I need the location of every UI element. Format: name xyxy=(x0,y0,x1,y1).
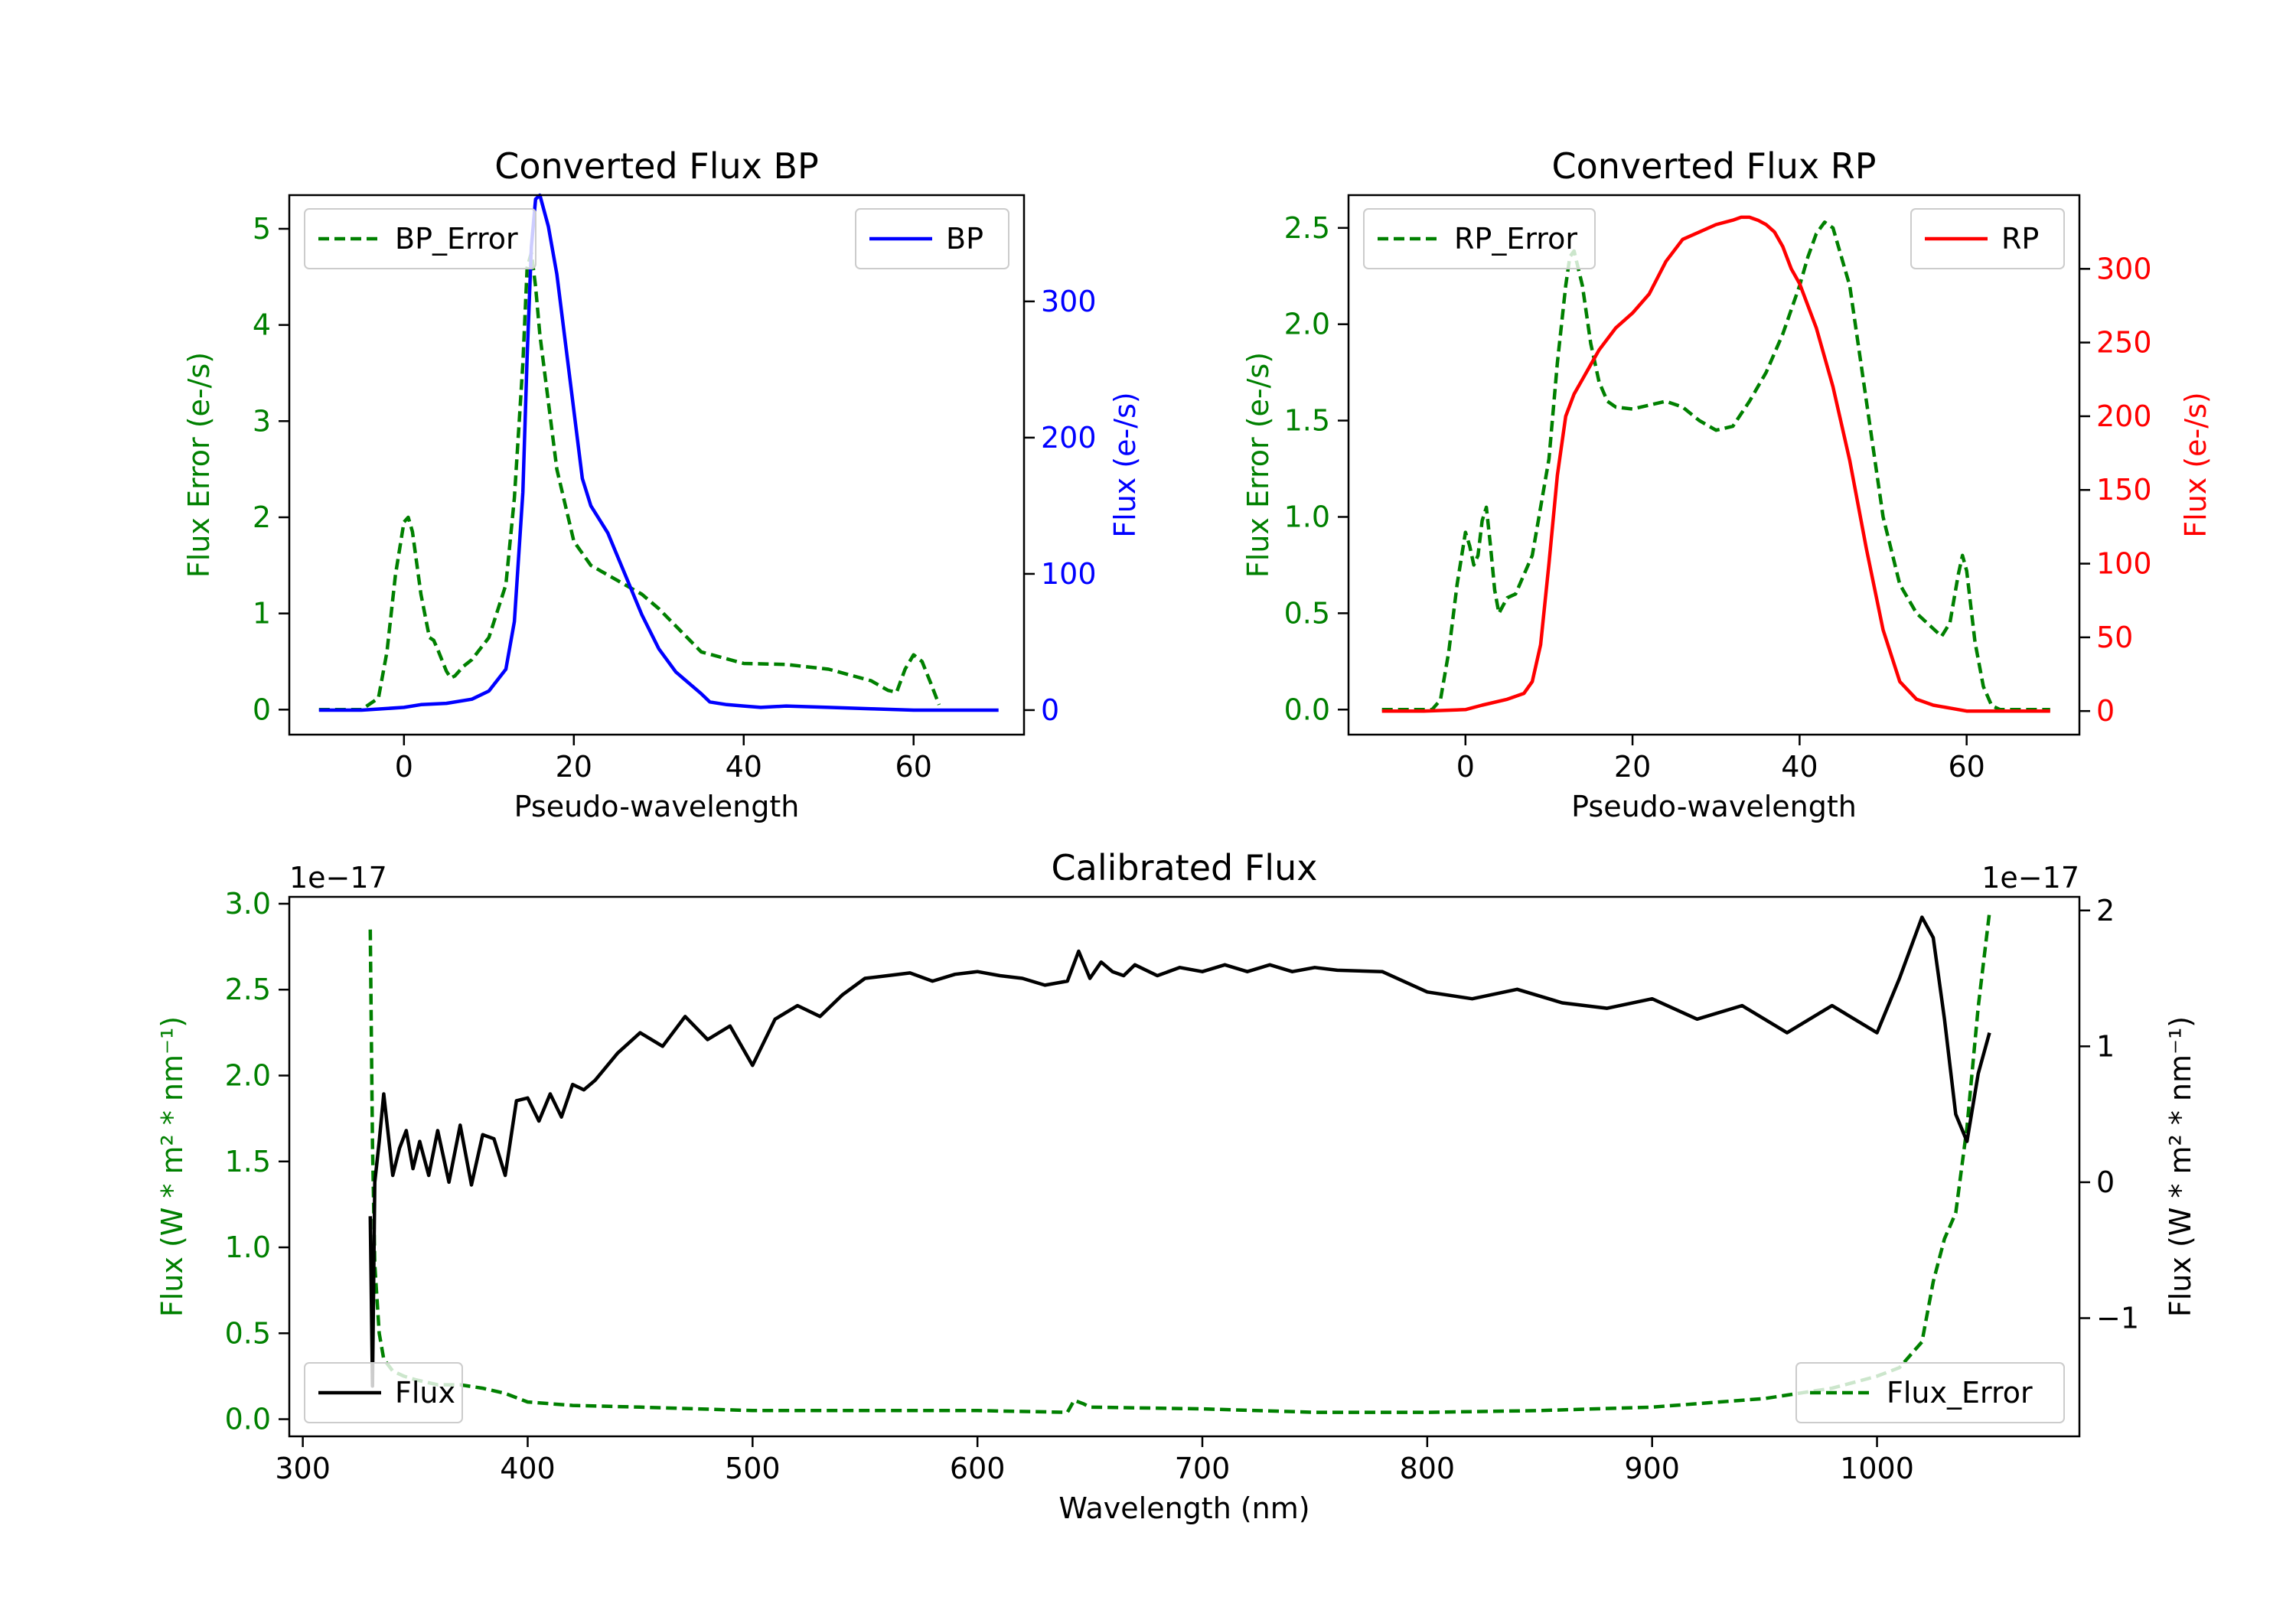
cal-xtick-label: 300 xyxy=(275,1452,331,1485)
bp-axes-frame xyxy=(288,194,1026,736)
rp-legend-flux-label: RP xyxy=(2001,222,2039,256)
bp-xtick-label: 60 xyxy=(895,750,932,784)
rp-ytick-left-label: 2.5 xyxy=(1284,211,1330,245)
cal-ytick-right-label: −1 xyxy=(2096,1302,2139,1335)
cal-legend-flux: Flux xyxy=(304,1362,463,1423)
rp-xtick-label: 0 xyxy=(1456,750,1475,784)
cal-xtick-label: 900 xyxy=(1624,1452,1680,1485)
cal-xtick-label: 1000 xyxy=(1840,1452,1914,1485)
rp-ytick-left-label: 1.0 xyxy=(1284,500,1330,533)
rp-ylabel-right: Flux (e-/s) xyxy=(2179,392,2213,537)
cal-flux-line xyxy=(368,915,1991,1388)
rp-legend-error-label: RP_Error xyxy=(1454,222,1577,256)
bp-bp-line xyxy=(318,193,999,712)
bp-legend-error-box xyxy=(304,208,536,269)
bp-ytick-right-label: 100 xyxy=(1041,557,1097,591)
cal-ytick-right-label: 0 xyxy=(2096,1165,2115,1199)
rp-ytick-right-label: 300 xyxy=(2096,252,2152,285)
rp-legend-error: RP_Error xyxy=(1363,208,1596,269)
bp-legend-error: BP_Error xyxy=(304,208,536,269)
rp-xlabel: Pseudo-wavelength xyxy=(1571,790,1857,823)
rp-ytick-right-label: 250 xyxy=(2096,326,2152,360)
rp-rp-error-line xyxy=(1381,220,2050,712)
rp-ytick-right-label: 200 xyxy=(2096,399,2152,433)
cal-legend-error-box xyxy=(1795,1362,2065,1423)
bp-title: Converted Flux BP xyxy=(494,145,819,187)
bp-ylabel-left: Flux Error (e-/s) xyxy=(182,352,216,578)
rp-ytick-left-label: 0.5 xyxy=(1284,596,1330,630)
bp-legend-flux: BP xyxy=(855,208,1009,269)
rp-xtick-label: 60 xyxy=(1948,750,1985,784)
bp-ytick-right-label: 0 xyxy=(1041,693,1059,727)
cal-ytick-left-label: 0.0 xyxy=(225,1403,271,1436)
cal-ytick-right-label: 2 xyxy=(2096,894,2115,927)
cal-legend-flux-label: Flux xyxy=(395,1376,455,1410)
bp-ytick-left-label: 2 xyxy=(253,500,271,534)
cal-ylabel-left: Flux (W * m² * nm⁻¹) xyxy=(155,1016,189,1317)
rp-ytick-right-label: 50 xyxy=(2096,621,2133,654)
rp-rp-line xyxy=(1381,215,2050,713)
cal-title: Calibrated Flux xyxy=(1052,847,1318,888)
cal-axes-frame xyxy=(288,895,2081,1438)
bp-ytick-left-label: 5 xyxy=(253,212,271,246)
rp-ytick-left-label: 2.0 xyxy=(1284,308,1330,341)
bp-ylabel-right: Flux (e-/s) xyxy=(1108,392,1142,537)
rp-xtick-label: 20 xyxy=(1614,750,1651,784)
bp-xtick-label: 20 xyxy=(556,750,592,784)
cal-ytick-left-label: 1.5 xyxy=(225,1145,271,1178)
cal-panel: 300 400 500 600 700 800 900 1000 0.0 0.5 1.0 1.5 2.0… xyxy=(155,847,2197,1525)
bp-panel: 0 20 40 60 0 1 2 3 4 5 0 100 200 300 Converted Flux BP… xyxy=(182,145,1142,823)
rp-axes-frame xyxy=(1347,194,2081,736)
bp-ytick-right-label: 200 xyxy=(1041,421,1097,455)
rp-ytick-right-label: 100 xyxy=(2096,547,2152,581)
rp-panel: 0 20 40 60 0.0 0.5 1.0 1.5 2.0 2.5 0 50 100 150 200 250… xyxy=(1241,145,2213,823)
cal-legend-error: Flux_Error xyxy=(1795,1362,2065,1423)
rp-ytick-left-label: 1.5 xyxy=(1284,404,1330,438)
cal-ylabel-right: Flux (W * m² * nm⁻¹) xyxy=(2164,1016,2197,1317)
cal-xtick-label: 400 xyxy=(500,1452,556,1485)
bp-ytick-right-label: 300 xyxy=(1041,285,1097,318)
cal-xtick-label: 600 xyxy=(950,1452,1006,1485)
bp-legend-error-label: BP_Error xyxy=(395,222,518,256)
cal-ytick-right-label: 1 xyxy=(2096,1029,2115,1063)
bp-legend-flux-label: BP xyxy=(946,222,983,256)
cal-xlabel: Wavelength (nm) xyxy=(1058,1491,1309,1525)
rp-ylabel-left: Flux Error (e-/s) xyxy=(1241,352,1275,578)
rp-ytick-right-label: 0 xyxy=(2096,694,2115,728)
rp-legend-error-box xyxy=(1363,208,1596,269)
rp-xtick-label: 40 xyxy=(1781,750,1818,784)
bp-ytick-left-label: 3 xyxy=(253,404,271,438)
cal-legend-error-label: Flux_Error xyxy=(1887,1376,2033,1410)
cal-legend-flux-box xyxy=(304,1362,463,1423)
bp-ytick-left-label: 4 xyxy=(253,308,271,342)
cal-offset-right: 1e−17 xyxy=(1981,861,2079,895)
cal-xtick-label: 700 xyxy=(1175,1452,1231,1485)
bp-xlabel: Pseudo-wavelength xyxy=(514,790,800,823)
bp-xtick-label: 0 xyxy=(395,750,413,784)
bp-ytick-left-label: 1 xyxy=(253,597,271,631)
cal-offset-left: 1e−17 xyxy=(289,861,387,895)
cal-ytick-left-label: 3.0 xyxy=(225,887,271,921)
cal-ytick-left-label: 1.0 xyxy=(225,1231,271,1264)
rp-ytick-right-label: 150 xyxy=(2096,473,2152,507)
cal-ytick-left-label: 0.5 xyxy=(225,1316,271,1350)
rp-title: Converted Flux RP xyxy=(1552,145,1877,187)
cal-xtick-label: 500 xyxy=(725,1452,781,1485)
cal-ytick-left-label: 2.0 xyxy=(225,1059,271,1093)
cal-ytick-left-label: 2.5 xyxy=(225,973,271,1006)
rp-ytick-left-label: 0.0 xyxy=(1284,693,1330,726)
rp-legend-flux: RP xyxy=(1910,208,2065,269)
cal-xtick-label: 800 xyxy=(1400,1452,1456,1485)
bp-xtick-label: 40 xyxy=(726,750,762,784)
bp-ytick-left-label: 0 xyxy=(253,693,271,726)
